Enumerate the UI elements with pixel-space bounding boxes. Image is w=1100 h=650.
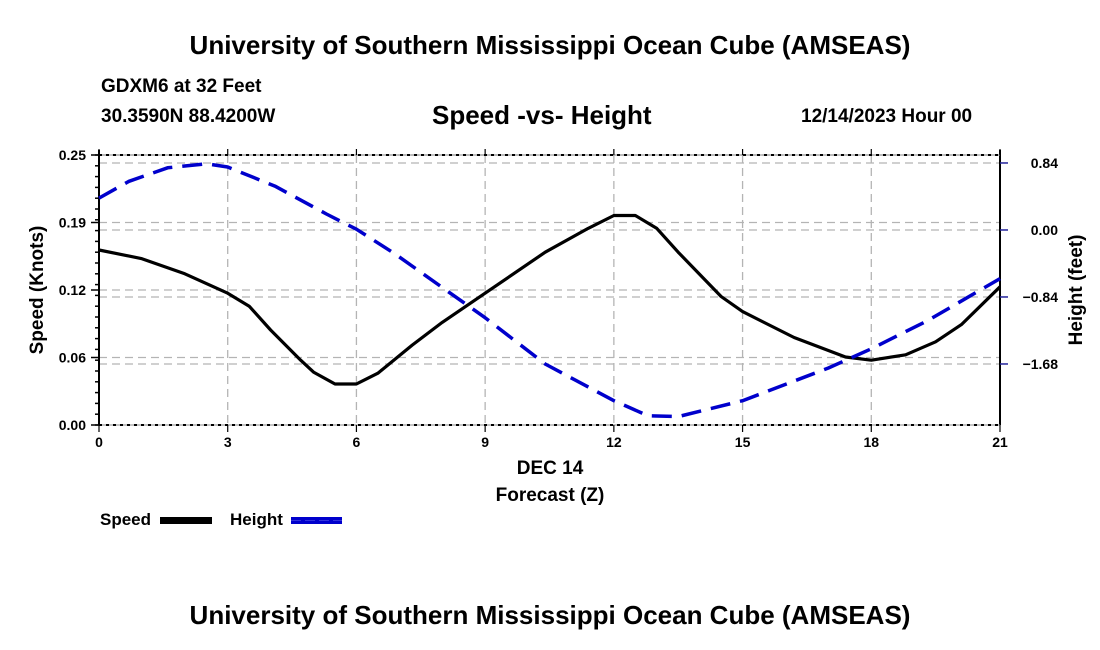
x-tick-label: 6 [353, 434, 361, 450]
series-lines [98, 162, 1002, 419]
forecast-datetime: 12/14/2023 Hour 00 [801, 106, 973, 127]
x-axis: 0 3 6 9 12 15 18 21 [95, 149, 1008, 450]
series-line-speed [98, 213, 1002, 386]
y-axis-right-title: Height (feet) [1066, 235, 1087, 346]
x-tick-label: 15 [735, 434, 751, 450]
x-tick-label: 9 [481, 434, 489, 450]
legend-height-label: Height [230, 510, 283, 529]
series-line-height [98, 162, 1001, 419]
y-tick-label: 0.06 [59, 350, 86, 366]
station-label: GDXM6 at 32 Feet [101, 76, 262, 97]
y-axis-left: 0.00 0.06 0.12 0.19 0.25 [59, 147, 99, 433]
y2-tick-label: −0.84 [1023, 289, 1059, 305]
x-tick-label: 12 [606, 434, 622, 450]
y-tick-label: 0.19 [59, 215, 86, 231]
x-axis-title: Forecast (Z) [496, 485, 605, 506]
y-axis-left-title: Speed (Knots) [27, 226, 48, 355]
y-axis-right: 0.84 0.00 −0.84 −1.68 [1000, 155, 1058, 372]
y-tick-label: 0.12 [59, 282, 86, 298]
x-tick-label: 0 [95, 434, 103, 450]
grid-lines [99, 154, 1000, 425]
coordinates-label: 30.3590N 88.4200W [101, 106, 276, 127]
x-tick-label: 18 [863, 434, 879, 450]
legend-height-swatch [291, 517, 342, 524]
x-axis-sublabel: DEC 14 [517, 458, 584, 479]
x-tick-label: 21 [992, 434, 1008, 450]
legend-speed-label: Speed [100, 510, 151, 529]
y2-tick-label: −1.68 [1023, 356, 1059, 372]
legend: Speed Height [100, 510, 342, 529]
y2-tick-label: 0.00 [1031, 222, 1058, 238]
footer-title: University of Southern Mississippi Ocean… [189, 600, 911, 630]
legend-speed-swatch [160, 517, 212, 524]
y-tick-label: 0.00 [59, 417, 86, 433]
x-tick-label: 3 [224, 434, 232, 450]
chart-main-title: University of Southern Mississippi Ocean… [189, 30, 911, 60]
chart-subtitle: Speed -vs- Height [432, 100, 652, 130]
y-tick-label: 0.25 [59, 147, 86, 163]
y2-tick-label: 0.84 [1031, 155, 1058, 171]
plot-frame [98, 150, 1001, 426]
